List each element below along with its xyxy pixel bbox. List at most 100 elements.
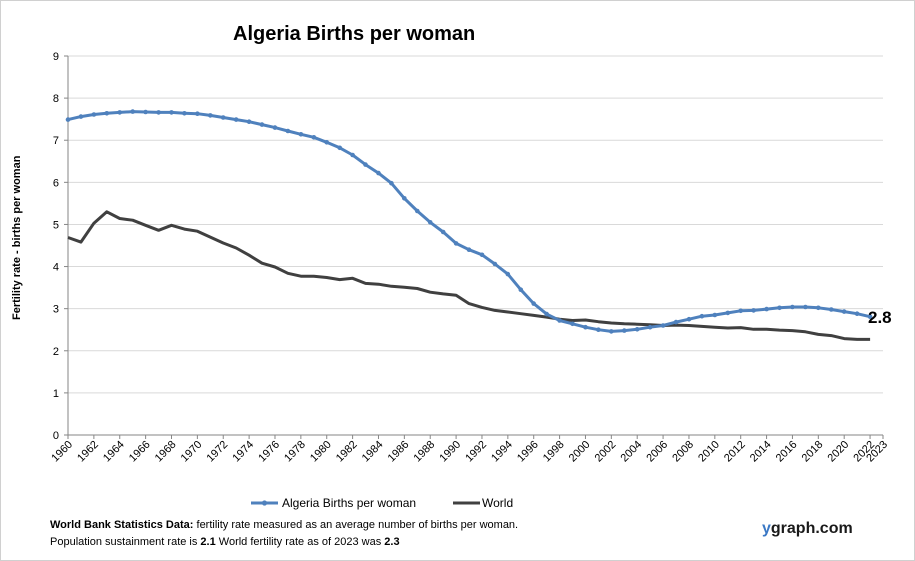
grid xyxy=(68,55,883,394)
data-point xyxy=(220,115,226,120)
footnote: World Bank Statistics Data: fertility ra… xyxy=(50,517,518,551)
data-point xyxy=(182,111,187,116)
footnote-world-text: World fertility rate as of 2023 was xyxy=(215,536,385,548)
data-point xyxy=(415,208,420,214)
data-point xyxy=(78,114,84,119)
series-line xyxy=(67,110,871,333)
data-point xyxy=(570,321,575,327)
data-point xyxy=(699,313,705,319)
data-point xyxy=(492,261,498,267)
y-tick-label: 5 xyxy=(53,219,59,231)
data-point xyxy=(518,287,524,293)
x-tick-label: 1982 xyxy=(334,439,360,465)
data-point xyxy=(609,329,614,334)
x-tick-label: 2008 xyxy=(670,439,696,465)
data-point xyxy=(453,241,459,246)
data-point xyxy=(233,117,239,122)
legend-label-algeria: Algeria Births per woman xyxy=(282,496,416,510)
y-tick-label: 7 xyxy=(53,135,59,147)
y-axis-ticks: 0 1 2 3 4 5 6 7 8 9 xyxy=(53,51,68,442)
data-point xyxy=(259,122,265,127)
data-point xyxy=(402,196,407,201)
x-tick-label: 2018 xyxy=(800,439,826,465)
data-point xyxy=(117,110,122,115)
y-tick-label: 6 xyxy=(53,177,59,189)
data-point xyxy=(65,117,71,122)
y-tick-label: 8 xyxy=(53,93,59,105)
data-point xyxy=(298,132,304,137)
x-tick-label: 2010 xyxy=(696,439,722,465)
x-tick-label: 1998 xyxy=(541,439,567,465)
legend-marker-algeria xyxy=(261,500,268,506)
series-line xyxy=(67,210,871,341)
x-tick-label: 1984 xyxy=(360,439,386,465)
footnote-line-2: Population sustainment rate is 2.1 World… xyxy=(50,534,518,551)
y-tick-label: 3 xyxy=(53,304,59,316)
data-point xyxy=(130,109,135,114)
series-layer xyxy=(65,109,873,341)
data-point xyxy=(764,306,769,312)
data-point xyxy=(712,312,718,318)
data-point xyxy=(427,220,433,225)
footnote-source: World Bank Statistics Data: xyxy=(50,519,194,531)
x-tick-label: 2016 xyxy=(774,439,800,465)
x-tick-label: 1960 xyxy=(49,439,75,465)
data-point xyxy=(622,328,627,333)
footnote-line-1: World Bank Statistics Data: fertility ra… xyxy=(50,517,518,534)
x-tick-label: 1992 xyxy=(463,439,489,465)
footnote-world-value: 2.3 xyxy=(384,536,400,548)
x-tick-label: 1978 xyxy=(282,439,308,465)
brand-logo-rest: graph.com xyxy=(770,520,853,537)
data-point xyxy=(104,111,110,116)
data-point xyxy=(803,304,808,310)
data-point xyxy=(350,152,355,158)
x-tick-label: 1996 xyxy=(515,439,541,465)
footnote-description: fertility rate measured as an average nu… xyxy=(193,519,519,531)
data-point xyxy=(389,180,394,186)
data-point xyxy=(647,324,653,330)
data-point xyxy=(246,119,252,124)
footnote-sustainment-value: 2.1 xyxy=(200,536,216,548)
legend: Algeria Births per woman World xyxy=(251,496,513,510)
data-point xyxy=(867,314,873,320)
data-point xyxy=(505,271,511,277)
data-point xyxy=(272,125,278,130)
y-tick-label: 2 xyxy=(53,346,59,358)
data-point xyxy=(583,324,588,330)
y-axis-label: Fertility rate - births per woman xyxy=(11,155,23,320)
data-point xyxy=(790,304,795,310)
x-tick-label: 1986 xyxy=(386,439,412,465)
data-point xyxy=(337,145,343,151)
x-tick-label: 1976 xyxy=(256,439,282,465)
data-point xyxy=(544,311,549,317)
x-tick-label: 1970 xyxy=(179,439,205,465)
data-point xyxy=(557,318,562,323)
footnote-sustainment-text: Population sustainment rate is xyxy=(50,536,201,548)
data-point xyxy=(751,308,756,313)
y-tick-label: 9 xyxy=(53,51,59,63)
x-tick-label: 1972 xyxy=(205,439,231,465)
data-point xyxy=(777,305,782,311)
x-tick-label: 2000 xyxy=(567,439,593,465)
series-world xyxy=(67,210,871,341)
end-value-label: 2.8 xyxy=(868,308,892,327)
x-tick-label: 1980 xyxy=(308,439,334,465)
data-point xyxy=(738,308,743,314)
data-point xyxy=(376,170,381,176)
data-point xyxy=(143,109,148,115)
x-tick-label: 2002 xyxy=(593,439,619,465)
x-axis-ticks: 1960 1962 1964 1966 1968 1970 1972 1974 1976 1978… xyxy=(49,435,890,464)
legend-item-algeria: Algeria Births per woman xyxy=(251,496,416,510)
data-point xyxy=(169,110,174,115)
x-tick-label: 2014 xyxy=(748,439,774,465)
data-point xyxy=(195,111,200,116)
data-point xyxy=(91,112,97,117)
series-algeria xyxy=(65,109,873,334)
x-tick-label: 1988 xyxy=(412,439,438,465)
brand-logo: ygraph.com xyxy=(762,520,853,538)
data-point xyxy=(208,113,213,118)
data-point xyxy=(596,327,601,333)
data-point xyxy=(440,229,446,235)
